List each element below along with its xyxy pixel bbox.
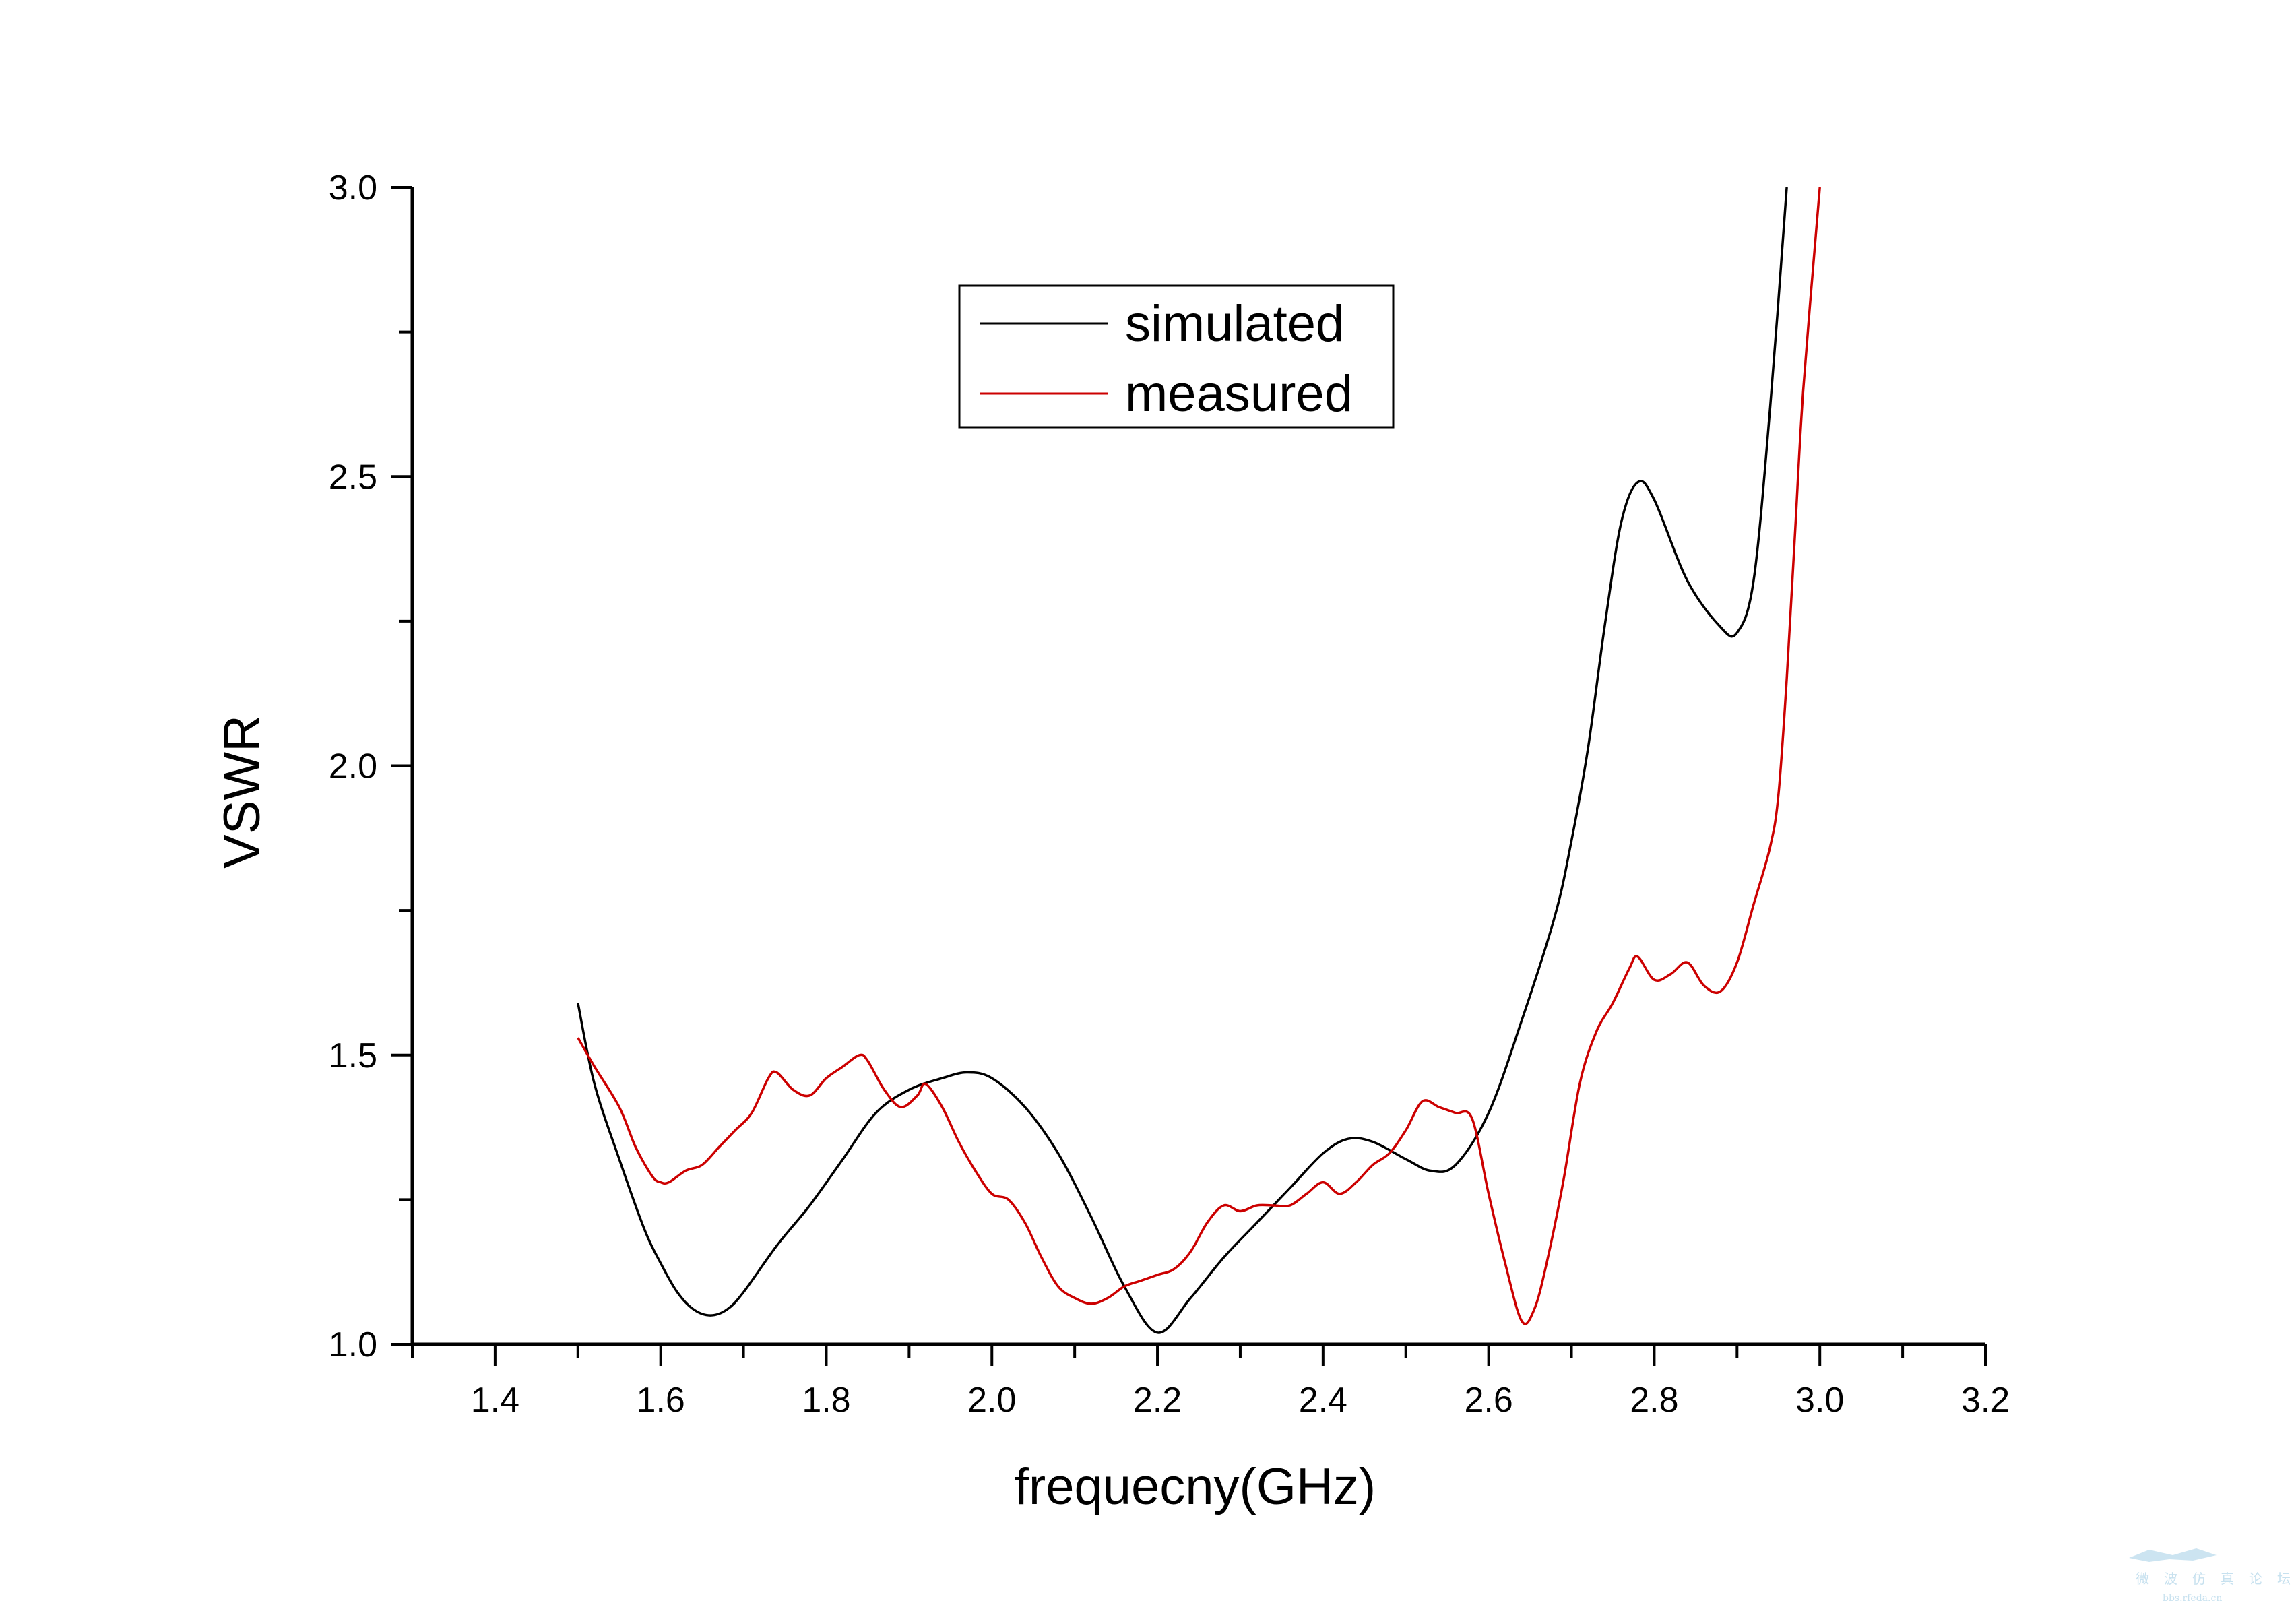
y-axis-title: VSWR <box>214 715 271 869</box>
series-line-measured <box>577 187 1821 1325</box>
series-layer <box>577 187 1821 1334</box>
bird-icon <box>2129 1548 2217 1562</box>
y-tick-label: 3.0 <box>329 168 377 208</box>
y-tick-label: 1.5 <box>329 1036 377 1075</box>
y-axis-ticks: 1.0 1.5 2.0 2.5 3.0 <box>329 168 412 1364</box>
x-tick-label: 1.6 <box>637 1381 685 1420</box>
y-tick-label: 2.5 <box>329 458 377 497</box>
x-tick-label: 3.0 <box>1795 1381 1844 1420</box>
series-line-simulated <box>577 187 1788 1334</box>
legend-box <box>958 284 1395 429</box>
y-tick-label: 1.0 <box>329 1325 377 1364</box>
x-axis-title: frequecny(GHz) <box>1015 1458 1376 1515</box>
watermark-url: bbs.rfeda.cn <box>2163 1593 2222 1603</box>
x-tick-label: 3.2 <box>1961 1381 2010 1420</box>
watermark-caption: 微波仿真论坛 <box>2136 1571 2296 1587</box>
x-tick-label: 2.2 <box>1133 1381 1182 1420</box>
legend-label-measured: measured <box>1125 365 1353 422</box>
x-tick-label: 2.6 <box>1464 1381 1512 1420</box>
legend-label-simulated: simulated <box>1125 295 1344 352</box>
x-axis-ticks: 1.4 1.6 1.8 2.0 2.2 2.4 2.6 2.8 3.0 3.2 <box>411 1344 2010 1420</box>
x-tick-label: 2.4 <box>1299 1381 1347 1420</box>
x-tick-label: 1.4 <box>471 1381 519 1420</box>
x-tick-label: 2.0 <box>967 1381 1016 1420</box>
watermark-logo: 微波仿真论坛 bbs.rfeda.cn <box>2129 1548 2296 1603</box>
y-tick-label: 2.0 <box>329 747 377 786</box>
legend: simulated measured <box>958 284 1395 429</box>
x-tick-label: 1.8 <box>802 1381 850 1420</box>
x-tick-label: 2.8 <box>1630 1381 1678 1420</box>
